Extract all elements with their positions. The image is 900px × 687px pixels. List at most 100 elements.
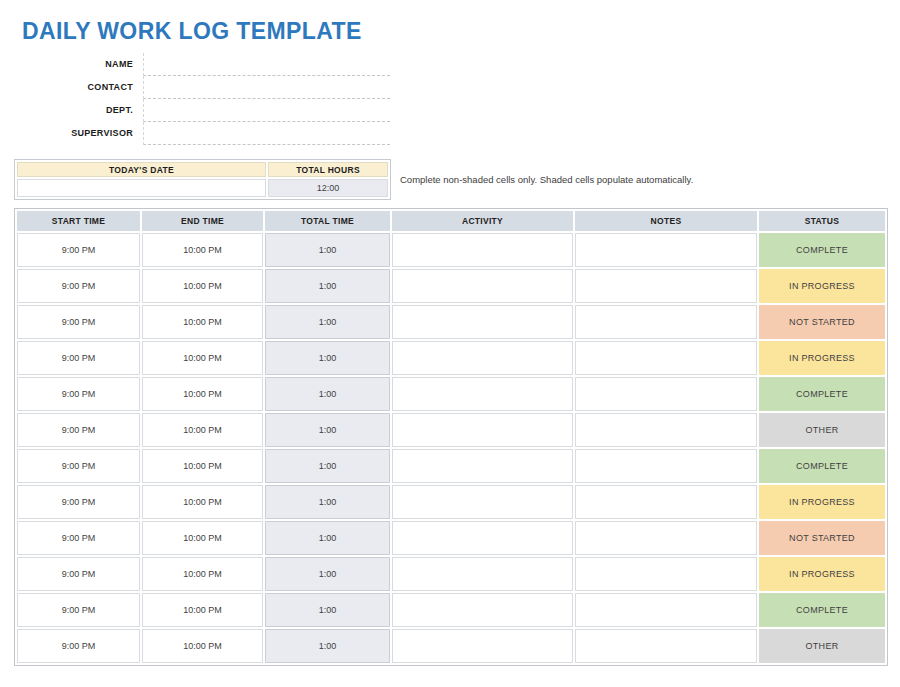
log-row: 9:00 PM 10:00 PM 1:00 COMPLETE [17,233,885,267]
start-time-cell[interactable]: 9:00 PM [17,269,140,303]
log-header-row: START TIMEEND TIMETOTAL TIMEACTIVITYNOTE… [17,211,885,231]
total-time-cell: 1:00 [265,629,390,663]
info-field-label: SUPERVISOR [14,128,133,145]
start-time-cell[interactable]: 9:00 PM [17,377,140,411]
total-time-cell: 1:00 [265,413,390,447]
activity-cell[interactable] [392,593,573,627]
activity-cell[interactable] [392,629,573,663]
total-time-cell: 1:00 [265,485,390,519]
status-cell[interactable]: COMPLETE [759,593,885,627]
todays-date-cell[interactable] [17,179,266,197]
activity-cell[interactable] [392,521,573,555]
notes-cell[interactable] [575,485,757,519]
log-row: 9:00 PM 10:00 PM 1:00 NOT STARTED [17,521,885,555]
notes-cell[interactable] [575,305,757,339]
end-time-cell[interactable]: 10:00 PM [142,269,263,303]
status-cell[interactable]: COMPLETE [759,377,885,411]
log-row: 9:00 PM 10:00 PM 1:00 COMPLETE [17,377,885,411]
summary-table: TODAY'S DATE TOTAL HOURS 12:00 [14,159,391,200]
end-time-cell[interactable]: 10:00 PM [142,413,263,447]
info-field-row: CONTACT [14,76,390,99]
activity-cell[interactable] [392,269,573,303]
total-time-cell: 1:00 [265,593,390,627]
start-time-cell[interactable]: 9:00 PM [17,485,140,519]
status-cell[interactable]: OTHER [759,629,885,663]
log-row: 9:00 PM 10:00 PM 1:00 OTHER [17,413,885,447]
log-row: 9:00 PM 10:00 PM 1:00 IN PROGRESS [17,269,885,303]
info-field-input-name[interactable] [143,53,390,76]
end-time-cell[interactable]: 10:00 PM [142,449,263,483]
notes-cell[interactable] [575,413,757,447]
status-cell[interactable]: NOT STARTED [759,521,885,555]
total-hours-header: TOTAL HOURS [268,162,388,177]
status-cell[interactable]: IN PROGRESS [759,341,885,375]
info-field-label: NAME [14,59,133,76]
activity-cell[interactable] [392,413,573,447]
total-time-cell: 1:00 [265,521,390,555]
status-cell[interactable]: IN PROGRESS [759,485,885,519]
end-time-cell[interactable]: 10:00 PM [142,485,263,519]
activity-cell[interactable] [392,305,573,339]
end-time-cell[interactable]: 10:00 PM [142,557,263,591]
activity-cell[interactable] [392,341,573,375]
total-time-cell: 1:00 [265,233,390,267]
start-time-cell[interactable]: 9:00 PM [17,593,140,627]
info-field-input-dept-[interactable] [143,99,390,122]
start-time-cell[interactable]: 9:00 PM [17,557,140,591]
end-time-cell[interactable]: 10:00 PM [142,305,263,339]
column-header-notes: NOTES [575,211,757,231]
total-time-cell: 1:00 [265,305,390,339]
total-time-cell: 1:00 [265,377,390,411]
end-time-cell[interactable]: 10:00 PM [142,341,263,375]
notes-cell[interactable] [575,341,757,375]
activity-cell[interactable] [392,449,573,483]
log-row: 9:00 PM 10:00 PM 1:00 COMPLETE [17,593,885,627]
notes-cell[interactable] [575,233,757,267]
start-time-cell[interactable]: 9:00 PM [17,449,140,483]
total-time-cell: 1:00 [265,557,390,591]
status-cell[interactable]: IN PROGRESS [759,557,885,591]
activity-cell[interactable] [392,485,573,519]
start-time-cell[interactable]: 9:00 PM [17,629,140,663]
info-field-row: NAME [14,53,390,76]
log-row: 9:00 PM 10:00 PM 1:00 IN PROGRESS [17,341,885,375]
notes-cell[interactable] [575,449,757,483]
activity-cell[interactable] [392,233,573,267]
end-time-cell[interactable]: 10:00 PM [142,521,263,555]
start-time-cell[interactable]: 9:00 PM [17,341,140,375]
info-field-row: DEPT. [14,99,390,122]
total-time-cell: 1:00 [265,269,390,303]
notes-cell[interactable] [575,629,757,663]
notes-cell[interactable] [575,593,757,627]
activity-cell[interactable] [392,377,573,411]
status-cell[interactable]: NOT STARTED [759,305,885,339]
log-row: 9:00 PM 10:00 PM 1:00 OTHER [17,629,885,663]
total-time-cell: 1:00 [265,341,390,375]
end-time-cell[interactable]: 10:00 PM [142,593,263,627]
start-time-cell[interactable]: 9:00 PM [17,413,140,447]
status-cell[interactable]: IN PROGRESS [759,269,885,303]
notes-cell[interactable] [575,521,757,555]
status-cell[interactable]: OTHER [759,413,885,447]
summary-section: TODAY'S DATE TOTAL HOURS 12:00 Complete … [14,159,900,200]
log-row: 9:00 PM 10:00 PM 1:00 IN PROGRESS [17,557,885,591]
end-time-cell[interactable]: 10:00 PM [142,233,263,267]
total-time-cell: 1:00 [265,449,390,483]
end-time-cell[interactable]: 10:00 PM [142,377,263,411]
end-time-cell[interactable]: 10:00 PM [142,629,263,663]
info-field-input-supervisor[interactable] [143,122,390,145]
start-time-cell[interactable]: 9:00 PM [17,305,140,339]
status-cell[interactable]: COMPLETE [759,449,885,483]
activity-cell[interactable] [392,557,573,591]
status-cell[interactable]: COMPLETE [759,233,885,267]
info-field-row: SUPERVISOR [14,122,390,145]
notes-cell[interactable] [575,269,757,303]
column-header-activity: ACTIVITY [392,211,573,231]
daily-work-log-page: DAILY WORK LOG TEMPLATE NAME CONTACT DEP… [0,0,900,687]
notes-cell[interactable] [575,557,757,591]
notes-cell[interactable] [575,377,757,411]
column-header-total-time: TOTAL TIME [265,211,390,231]
info-field-input-contact[interactable] [143,76,390,99]
start-time-cell[interactable]: 9:00 PM [17,233,140,267]
start-time-cell[interactable]: 9:00 PM [17,521,140,555]
